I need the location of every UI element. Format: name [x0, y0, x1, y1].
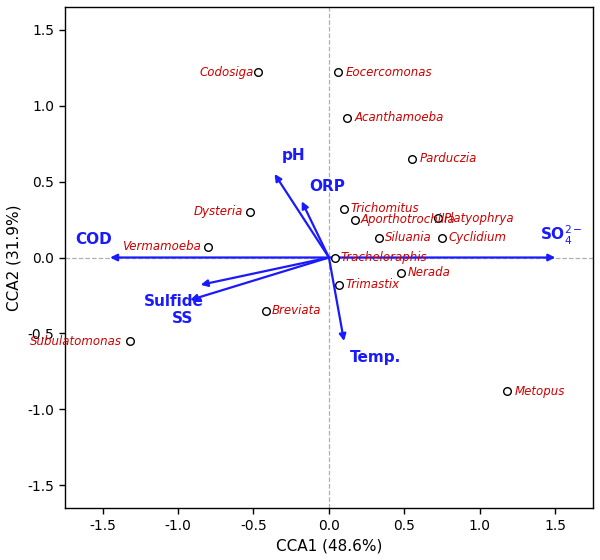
- Text: Codosiga: Codosiga: [199, 66, 253, 79]
- Text: Trimastix: Trimastix: [346, 278, 400, 291]
- Text: Siluania: Siluania: [385, 231, 431, 244]
- Text: Vermamoeba: Vermamoeba: [122, 240, 200, 253]
- Text: SO$_4^{2-}$: SO$_4^{2-}$: [540, 223, 583, 247]
- Text: SS: SS: [172, 311, 193, 326]
- Text: Cyclidium: Cyclidium: [448, 231, 506, 244]
- Text: Temp.: Temp.: [350, 350, 401, 365]
- Text: pH: pH: [282, 148, 306, 164]
- Text: Breviata: Breviata: [272, 304, 321, 317]
- Text: Platyophrya: Platyophrya: [443, 212, 514, 225]
- Text: COD: COD: [75, 232, 112, 247]
- Text: Sulfide: Sulfide: [144, 294, 203, 309]
- Text: ORP: ORP: [310, 179, 345, 194]
- Text: Parduczia: Parduczia: [419, 152, 477, 165]
- Text: Dysteria: Dysteria: [194, 206, 243, 218]
- Y-axis label: CCA2 (31.9%): CCA2 (31.9%): [7, 204, 22, 311]
- Text: Metopus: Metopus: [515, 385, 565, 398]
- Text: Aporthotrochilia: Aporthotrochilia: [361, 213, 455, 226]
- Text: Acanthamoeba: Acanthamoeba: [355, 111, 444, 124]
- Text: Nerada: Nerada: [407, 266, 450, 279]
- Text: Subulatomonas: Subulatomonas: [30, 334, 122, 348]
- Text: Trichomitus: Trichomitus: [350, 202, 419, 216]
- Text: Tracheloraphis: Tracheloraphis: [341, 251, 428, 264]
- Text: Eocercomonas: Eocercomonas: [346, 66, 432, 79]
- X-axis label: CCA1 (48.6%): CCA1 (48.6%): [276, 538, 382, 553]
